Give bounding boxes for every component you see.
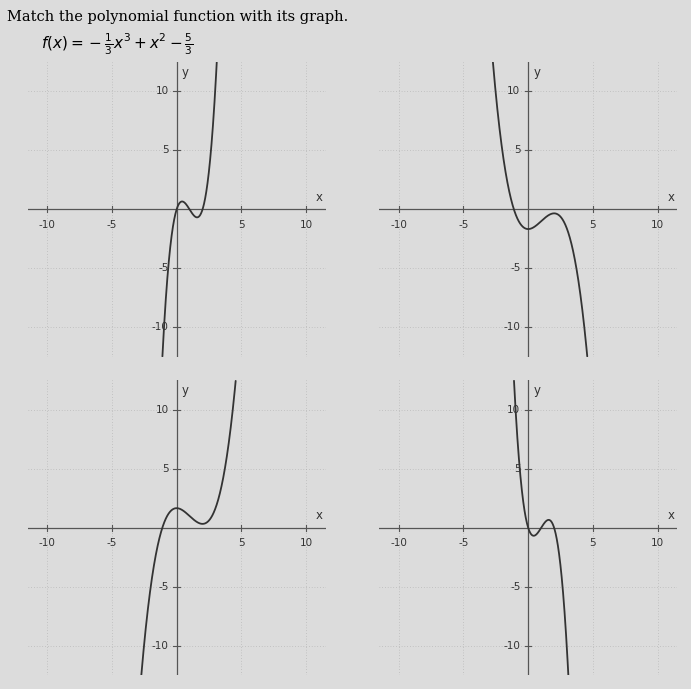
Text: -5: -5 xyxy=(106,220,117,230)
Text: y: y xyxy=(533,384,540,397)
Text: -5: -5 xyxy=(458,538,468,548)
Text: 5: 5 xyxy=(162,145,169,156)
Text: -5: -5 xyxy=(158,582,169,592)
Text: 5: 5 xyxy=(514,145,520,156)
Text: 5: 5 xyxy=(162,464,169,474)
Text: 10: 10 xyxy=(507,87,520,96)
Text: 10: 10 xyxy=(507,405,520,415)
Text: -5: -5 xyxy=(106,538,117,548)
Text: -10: -10 xyxy=(390,220,407,230)
Text: 10: 10 xyxy=(651,538,664,548)
Text: -5: -5 xyxy=(458,220,468,230)
Text: y: y xyxy=(182,384,189,397)
Text: $f(x) = -\frac{1}{3}x^3 + x^2 - \frac{5}{3}$: $f(x) = -\frac{1}{3}x^3 + x^2 - \frac{5}… xyxy=(41,31,194,56)
Text: 10: 10 xyxy=(155,405,169,415)
Text: 5: 5 xyxy=(514,464,520,474)
Text: 5: 5 xyxy=(589,220,596,230)
Text: 10: 10 xyxy=(300,220,313,230)
Text: -10: -10 xyxy=(390,538,407,548)
Text: Match the polynomial function with its graph.: Match the polynomial function with its g… xyxy=(7,10,348,24)
Text: x: x xyxy=(316,509,323,522)
Text: -10: -10 xyxy=(39,220,55,230)
Text: 10: 10 xyxy=(300,538,313,548)
Text: -5: -5 xyxy=(158,263,169,274)
Text: 5: 5 xyxy=(238,538,245,548)
Text: -10: -10 xyxy=(39,538,55,548)
Text: -10: -10 xyxy=(504,322,520,332)
Text: -10: -10 xyxy=(152,322,169,332)
Text: 5: 5 xyxy=(589,538,596,548)
Text: 10: 10 xyxy=(155,87,169,96)
Text: 10: 10 xyxy=(651,220,664,230)
Text: x: x xyxy=(316,191,323,203)
Text: x: x xyxy=(668,191,674,203)
Text: 5: 5 xyxy=(238,220,245,230)
Text: -10: -10 xyxy=(152,641,169,650)
Text: -5: -5 xyxy=(510,263,520,274)
Text: -10: -10 xyxy=(504,641,520,650)
Text: x: x xyxy=(668,509,674,522)
Text: -5: -5 xyxy=(510,582,520,592)
Text: y: y xyxy=(182,65,189,79)
Text: y: y xyxy=(533,65,540,79)
